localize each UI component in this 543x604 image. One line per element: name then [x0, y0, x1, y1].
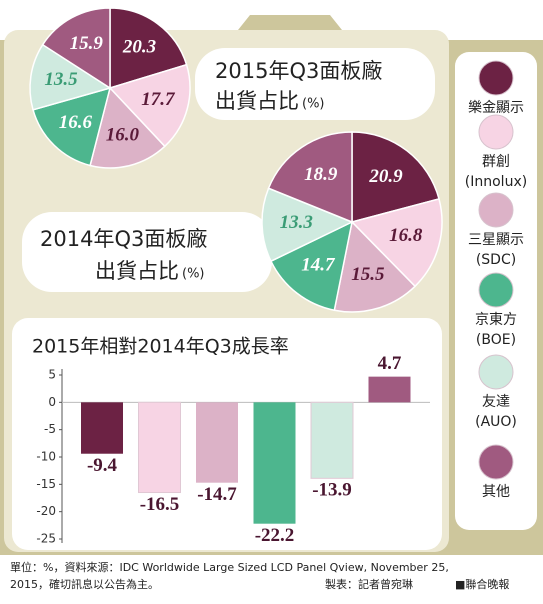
pie-slice [29, 43, 112, 111]
source-note: 2015，確切訊息以公告為主。 [10, 577, 159, 591]
slice-label: 15.9 [70, 33, 104, 54]
legend-swatch [478, 272, 514, 308]
slice-label: 16.8 [389, 225, 423, 246]
legend-label: 其他 [482, 484, 510, 500]
slice-label: 17.7 [141, 89, 176, 110]
value-label: 4.7 [378, 353, 402, 374]
pie-slice [267, 131, 353, 224]
y-tick-label: -15 [36, 477, 56, 491]
slice-label: 20.3 [122, 37, 156, 58]
legend-label: 京東方(BOE) [475, 312, 517, 348]
pie1-subtitle: 出貨占比 [215, 89, 299, 113]
value-label: -13.9 [312, 480, 352, 501]
slice-label: 15.5 [351, 264, 385, 285]
pie2-unit: (%) [182, 267, 205, 282]
bar [253, 402, 296, 524]
pie-slice [109, 7, 188, 90]
slice-label: 18.9 [304, 164, 338, 185]
y-tick-label: -10 [36, 450, 56, 464]
slice-label: 16.0 [106, 124, 140, 145]
y-tick-label: -25 [36, 532, 56, 546]
pie-slice [89, 86, 166, 169]
value-label: -9.4 [87, 455, 118, 476]
slice-label: 13.3 [280, 212, 313, 233]
legend-label: 友達(AUO) [475, 394, 517, 430]
y-tick-label: 0 [48, 395, 56, 409]
pie2-subtitle: 出貨占比 [95, 259, 179, 283]
bar [196, 402, 238, 483]
value-label: -14.7 [197, 484, 237, 505]
value-label: -22.2 [255, 525, 295, 546]
legend-swatch [478, 114, 514, 150]
bar [138, 401, 181, 494]
pie-slice [108, 63, 191, 148]
publisher: ■聯合晚報 [455, 577, 509, 591]
slice-label: 13.5 [44, 69, 78, 90]
pie1-unit: (%) [302, 97, 325, 112]
slice-label: 20.9 [368, 166, 403, 187]
legend-swatch [478, 60, 514, 96]
legend-swatch [478, 444, 514, 480]
y-tick-label: 5 [48, 368, 56, 382]
bar [368, 376, 411, 403]
legend-label: 三星顯示(SDC) [468, 232, 524, 268]
legend-swatch [478, 192, 514, 228]
slice-label: 14.7 [301, 254, 336, 275]
title-box-2 [22, 212, 272, 292]
bar-title: 2015年相對2014年Q3成長率 [32, 336, 289, 358]
value-label: -16.5 [140, 494, 180, 515]
pie2-title: 2014年Q3面板廠 [40, 227, 207, 251]
pie-slice [32, 86, 112, 167]
title-box-1 [195, 48, 435, 120]
pie-slice [41, 7, 111, 90]
y-tick-label: -5 [44, 422, 56, 436]
slice-label: 16.6 [59, 112, 93, 133]
y-tick-label: -20 [36, 504, 56, 518]
pie-slice [351, 131, 440, 223]
pie1-title: 2015年Q3面板廠 [215, 59, 382, 83]
bar [81, 402, 123, 454]
pie-slice [269, 220, 354, 312]
bar [310, 401, 354, 479]
legend-swatch [478, 354, 514, 390]
legend-label: 樂金顯示 [468, 99, 524, 116]
pie-slice [333, 220, 417, 313]
legend-label: 群創(Innolux) [465, 154, 527, 190]
pie-slice [350, 198, 443, 288]
credit: 製表：記者曾宛琳 [325, 577, 413, 591]
pie-slice [261, 187, 354, 263]
source-note: 單位：%，資料來源：IDC Worldwide Large Sized LCD … [10, 560, 449, 574]
